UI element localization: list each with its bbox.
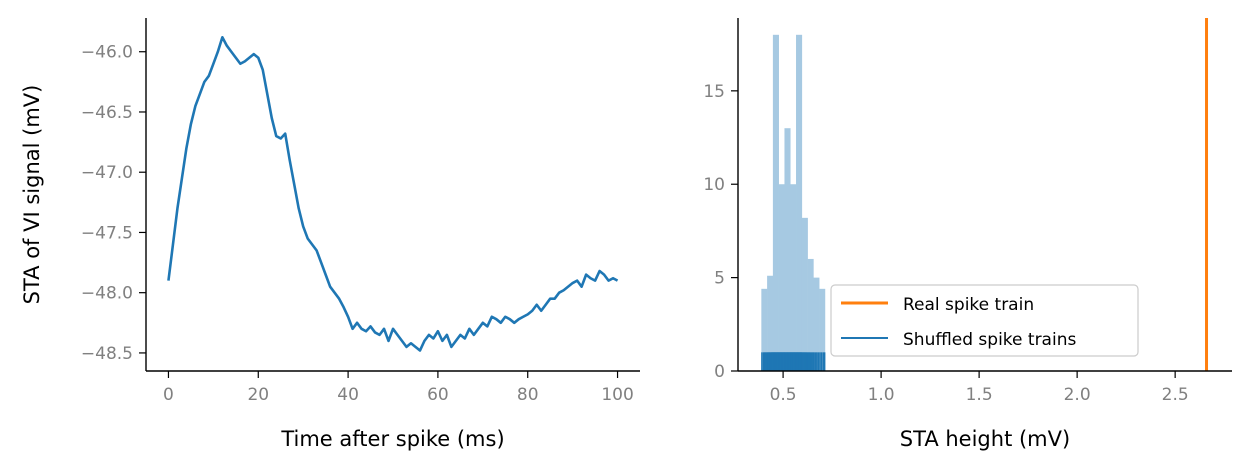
x-tick-label: 80 (517, 385, 539, 405)
histogram-bar (767, 275, 774, 371)
x-tick-label: 2.5 (1162, 385, 1189, 405)
y-tick-label: −47.5 (81, 223, 133, 243)
histogram-bar (796, 34, 803, 372)
y-tick-label: −46.0 (81, 43, 133, 63)
histogram-bar (761, 288, 768, 371)
sta-trace-panel: 0 20 40 60 80 100 −46.0 −46.5 −47.0 −47.5 −48.0 −48… (20, 18, 640, 451)
histogram-bar (790, 184, 797, 371)
legend: Real spike train Shuffled spike trains (830, 284, 1139, 357)
x-tick-label: 20 (247, 385, 269, 405)
x-tick-label: 1.5 (966, 385, 993, 405)
x-axis-label: Time after spike (ms) (280, 427, 504, 451)
x-tick-label: 2.0 (1064, 385, 1091, 405)
sta-trace-line (167, 35, 619, 352)
y-tick-label: 10 (703, 175, 725, 195)
y-tick-label: 0 (714, 362, 725, 382)
x-tick-label: 100 (601, 385, 633, 405)
histogram-bar (813, 277, 820, 371)
x-tick-label: 0 (163, 385, 174, 405)
histogram-bar (807, 258, 814, 371)
legend-label-real: Real spike train (903, 295, 1034, 315)
histogram-bar (778, 184, 785, 371)
y-tick-label: −48.0 (81, 284, 133, 304)
x-tick-label: 60 (427, 385, 449, 405)
sta-height-histogram-panel: 0.5 1.0 1.5 2.0 2.5 0 5 10 15 STA height (mV) Real… (703, 18, 1232, 451)
legend-label-shuffled: Shuffled spike trains (903, 330, 1076, 350)
y-tick-label: −48.5 (81, 344, 133, 364)
y-tick-label: −47.0 (81, 163, 133, 183)
legend-frame (830, 284, 1139, 357)
x-tick-label: 1.0 (868, 385, 895, 405)
y-axis-label: STA of VI signal (mV) (20, 85, 44, 305)
y-tick-label: 15 (703, 82, 725, 102)
histogram-bar (819, 288, 826, 371)
x-tick-label: 0.5 (770, 385, 797, 405)
histogram-bar (772, 34, 779, 372)
y-tick-label: 5 (714, 269, 725, 289)
y-tick-label: −46.5 (81, 103, 133, 123)
x-tick-label: 40 (337, 385, 359, 405)
histogram-bar (801, 217, 808, 371)
x-axis-label: STA height (mV) (900, 427, 1070, 451)
histogram-bar (784, 128, 791, 371)
